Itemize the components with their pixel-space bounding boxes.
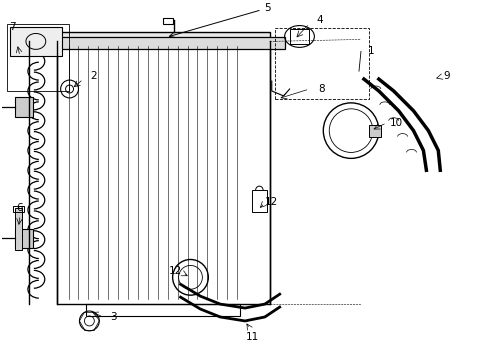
- Bar: [290, 28, 309, 44]
- Text: 4: 4: [316, 15, 322, 24]
- Text: 10: 10: [390, 118, 403, 128]
- Text: 12: 12: [169, 266, 182, 276]
- Bar: [369, 125, 381, 136]
- Bar: [57, 41, 270, 304]
- Bar: [15, 97, 33, 117]
- Bar: [15, 208, 22, 249]
- Bar: [13, 206, 24, 212]
- Text: 3: 3: [110, 312, 117, 322]
- Bar: [275, 28, 369, 99]
- Bar: [7, 23, 69, 91]
- Bar: [15, 229, 33, 248]
- Bar: [252, 190, 267, 212]
- Text: 2: 2: [90, 71, 97, 81]
- Text: 12: 12: [265, 197, 278, 207]
- Bar: [10, 27, 62, 56]
- Bar: [42, 37, 285, 49]
- Bar: [86, 304, 240, 316]
- Text: 11: 11: [245, 332, 259, 342]
- Text: 9: 9: [443, 71, 449, 81]
- Text: 7: 7: [9, 22, 15, 32]
- Text: 8: 8: [318, 84, 325, 94]
- Text: 1: 1: [368, 46, 374, 56]
- Bar: [163, 18, 173, 23]
- Text: 6: 6: [17, 203, 24, 213]
- Bar: [57, 32, 270, 41]
- Text: 5: 5: [265, 3, 271, 13]
